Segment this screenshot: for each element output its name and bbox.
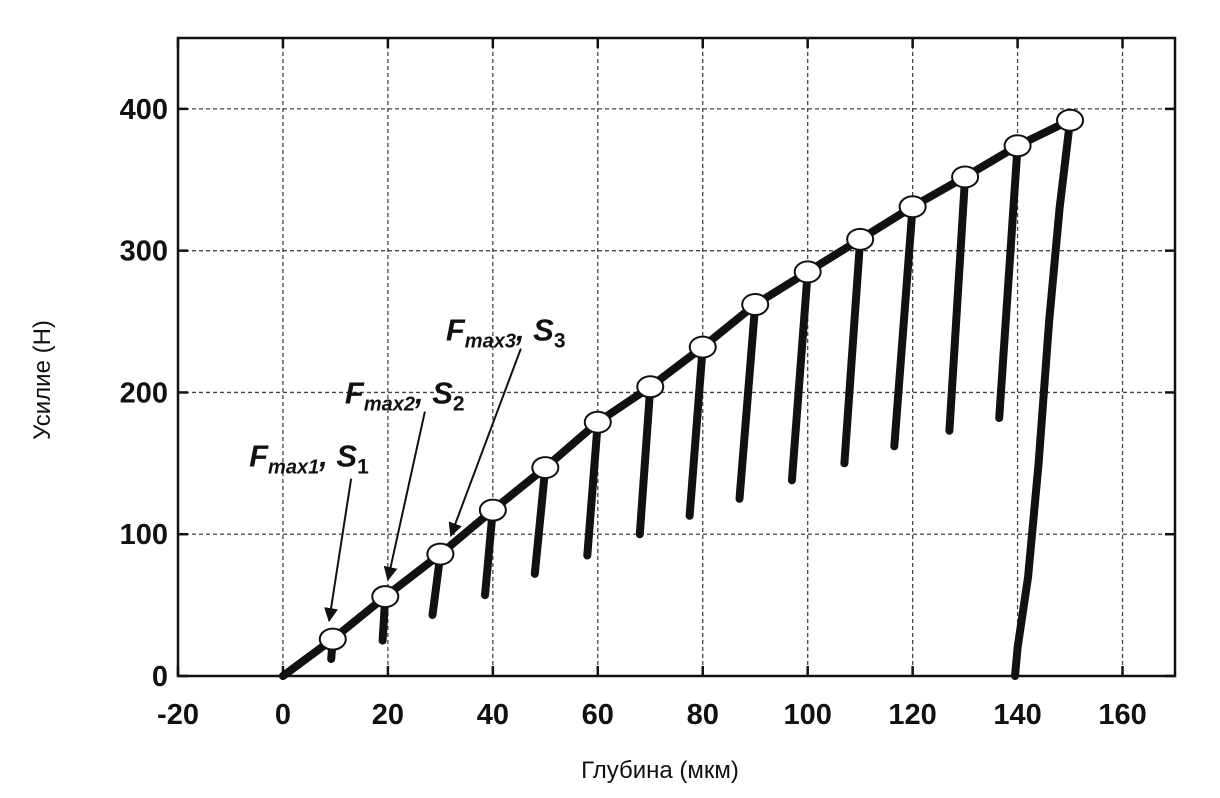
y-tick-label: 300 [120, 236, 168, 268]
data-point [1056, 108, 1085, 132]
annotation-arrow [448, 348, 522, 537]
data-point [636, 375, 665, 399]
annotation-part: max1 [268, 457, 319, 479]
data-point [688, 335, 717, 359]
data-point [426, 542, 455, 566]
annotation-part: , S [414, 376, 453, 411]
annotation-part: F [249, 439, 269, 474]
annotation: Fmax1, S1 [249, 439, 369, 479]
x-tick-label: 140 [993, 699, 1041, 731]
annotation-arrow [383, 411, 426, 581]
x-tick-label: 40 [477, 699, 509, 731]
annotation-part: , S [318, 439, 357, 474]
data-point [583, 410, 612, 434]
x-axis-title: Глубина (мкм) [581, 757, 739, 784]
data-point [951, 165, 980, 189]
x-tick-label: 0 [275, 699, 291, 731]
annotation-arrow [324, 478, 353, 623]
annotation-part: F [345, 376, 365, 411]
x-tick-label: 120 [888, 699, 936, 731]
plot-frame [176, 36, 1177, 678]
data-line [278, 116, 1075, 680]
x-tick-label: 80 [687, 699, 719, 731]
annotation-part: , S [515, 313, 554, 348]
annotation-part: 2 [453, 393, 465, 416]
data-point [371, 585, 400, 609]
y-tick-label: 200 [120, 377, 168, 409]
x-tick-label: 60 [582, 699, 614, 731]
annotation: Fmax2, S2 [345, 376, 465, 416]
annotation-part: 3 [554, 330, 566, 353]
annotation-part: max2 [364, 394, 415, 416]
annotation-part: F [446, 313, 466, 348]
data-point [531, 456, 560, 480]
data-point [478, 498, 507, 522]
data-point [793, 260, 822, 284]
y-tick-label: 400 [120, 94, 168, 126]
x-tick-label: 20 [372, 699, 404, 731]
annotation-part: 1 [357, 456, 369, 479]
y-tick-label: 0 [152, 661, 168, 693]
data-point [1003, 134, 1032, 158]
x-tick-label: 160 [1098, 699, 1146, 731]
annotation: Fmax3, S3 [446, 313, 566, 353]
data-point [898, 195, 927, 219]
data-point [318, 627, 347, 651]
data-point [741, 293, 770, 317]
data-point [846, 227, 875, 251]
y-axis-title: Усилие (Н) [29, 320, 56, 440]
annotation-part: max3 [465, 331, 516, 353]
y-tick-label: 100 [120, 519, 168, 551]
x-tick-label: 100 [783, 699, 831, 731]
x-tick-label: -20 [157, 699, 199, 731]
